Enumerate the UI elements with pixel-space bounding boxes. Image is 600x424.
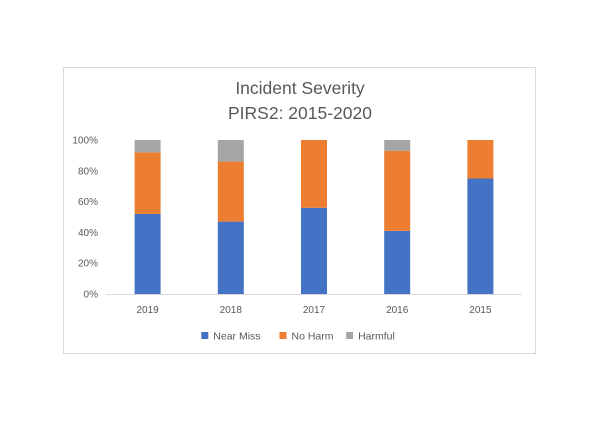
- y-axis: 0% 20% 40% 60% 80% 100%: [72, 136, 98, 301]
- legend-label: No Harm: [292, 331, 334, 343]
- legend-swatch: [201, 332, 209, 339]
- legend-swatch: [279, 332, 287, 339]
- y-tick-label: 100%: [72, 136, 98, 147]
- legend-item: Near Miss: [201, 331, 261, 343]
- bar-segment: [301, 207, 327, 294]
- bar-segment: [384, 230, 411, 294]
- y-tick-label: 80%: [78, 166, 98, 177]
- y-tick-label: 0%: [84, 290, 99, 301]
- x-tick-label: 2017: [303, 305, 326, 316]
- x-axis: 2019 2018 2017 2016 2015: [106, 294, 522, 316]
- bar-segment: [217, 140, 244, 162]
- y-tick-label: 60%: [78, 197, 98, 208]
- x-tick-label: 2019: [136, 305, 159, 316]
- legend: Near Miss No Harm Harmful: [201, 331, 395, 343]
- y-tick-label: 40%: [78, 228, 98, 239]
- legend-item: Harmful: [346, 331, 395, 343]
- x-tick-label: 2015: [469, 305, 492, 316]
- bar-segment: [467, 140, 494, 179]
- chart-subtitle: PIRS2: 2015-2020: [228, 103, 372, 123]
- bar-segment: [384, 140, 411, 151]
- bars: [134, 140, 494, 294]
- y-tick-label: 20%: [78, 259, 98, 270]
- legend-label: Near Miss: [213, 331, 260, 343]
- bar-segment: [134, 152, 161, 214]
- bar-segment: [134, 213, 161, 294]
- chart-title: Incident Severity: [235, 78, 365, 98]
- bar-segment: [301, 140, 327, 208]
- legend-item: No Harm: [279, 331, 334, 343]
- bar-segment: [384, 150, 411, 231]
- bar-segment: [217, 161, 244, 222]
- legend-label: Harmful: [358, 331, 395, 343]
- x-tick-label: 2018: [220, 305, 243, 316]
- bar-segment: [217, 221, 244, 294]
- bar-segment: [467, 178, 494, 294]
- x-tick-label: 2016: [386, 305, 409, 316]
- bar-segment: [134, 140, 161, 153]
- legend-swatch: [346, 332, 354, 339]
